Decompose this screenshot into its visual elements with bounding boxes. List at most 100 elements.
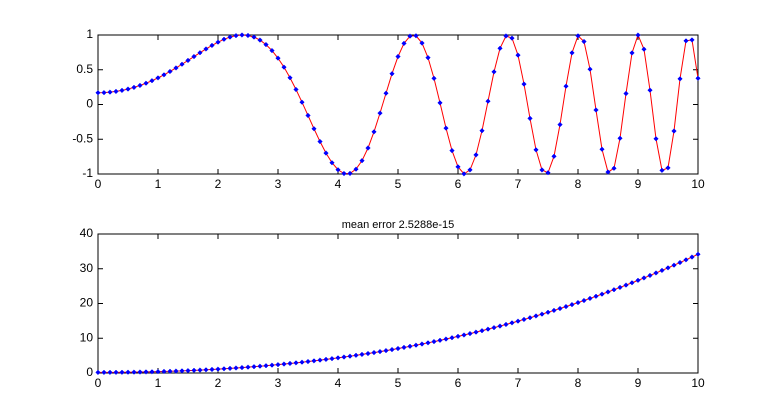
data-marker	[173, 65, 179, 71]
data-marker	[113, 88, 119, 95]
data-marker	[581, 38, 587, 45]
data-marker	[179, 61, 185, 67]
data-marker	[413, 33, 419, 39]
data-marker	[197, 367, 203, 373]
data-marker	[377, 110, 383, 116]
x-tick-label: 10	[691, 177, 705, 191]
axes-box	[97, 233, 699, 374]
y-tick-label: -1	[82, 166, 93, 180]
data-marker	[575, 33, 581, 39]
data-marker	[455, 333, 461, 340]
data-marker	[311, 358, 317, 364]
data-marker	[485, 98, 491, 104]
data-marker	[647, 87, 653, 93]
x-tick-label: 8	[575, 376, 582, 390]
data-marker	[401, 344, 407, 351]
data-marker	[665, 265, 671, 271]
data-marker	[449, 335, 455, 341]
data-marker	[521, 316, 527, 323]
data-marker	[113, 369, 119, 375]
data-marker	[359, 158, 365, 164]
data-marker	[233, 365, 239, 371]
data-marker	[347, 170, 353, 177]
data-marker	[263, 363, 269, 369]
y-tick-label: 0	[86, 97, 93, 111]
data-marker	[677, 259, 683, 266]
data-marker	[551, 153, 557, 160]
x-tick-label: 0	[95, 376, 102, 390]
data-marker	[677, 76, 683, 82]
data-marker	[611, 165, 617, 171]
x-tick-label: 2	[215, 376, 222, 390]
data-marker	[515, 52, 521, 58]
data-marker	[257, 363, 263, 369]
data-marker	[491, 324, 497, 331]
y-tick-label: 10	[80, 330, 94, 344]
y-tick-label: 40	[80, 226, 94, 240]
data-marker	[425, 340, 431, 346]
data-marker	[125, 86, 131, 92]
data-marker	[575, 299, 581, 306]
data-marker	[167, 68, 173, 75]
data-marker	[443, 125, 449, 131]
data-marker	[647, 272, 653, 279]
data-marker	[389, 346, 395, 353]
data-marker	[557, 305, 563, 312]
data-marker	[191, 367, 197, 374]
x-tick-label: 10	[691, 376, 705, 390]
data-marker	[617, 135, 623, 141]
data-marker	[185, 367, 191, 374]
data-marker	[401, 40, 407, 47]
data-marker	[317, 138, 323, 145]
data-marker	[275, 55, 281, 61]
x-tick-label: 7	[515, 177, 522, 191]
data-marker	[587, 295, 593, 302]
data-marker	[329, 355, 335, 362]
data-marker	[539, 167, 545, 173]
data-marker	[479, 328, 485, 334]
data-marker	[137, 82, 143, 89]
data-marker	[299, 99, 305, 105]
data-marker	[371, 349, 377, 356]
data-marker	[323, 356, 329, 363]
x-tick-label: 6	[455, 376, 462, 390]
x-tick-label: 9	[635, 376, 642, 390]
data-marker	[683, 38, 689, 44]
data-marker	[341, 354, 347, 360]
data-marker	[461, 332, 467, 338]
data-marker	[515, 318, 521, 324]
data-marker	[341, 170, 347, 177]
data-marker	[605, 169, 611, 175]
data-marker	[335, 355, 341, 361]
data-marker	[473, 329, 479, 335]
data-marker	[527, 315, 533, 321]
data-marker	[479, 128, 485, 134]
data-marker	[569, 50, 575, 56]
data-marker	[665, 165, 671, 171]
data-marker	[221, 366, 227, 372]
data-marker	[593, 293, 599, 299]
data-marker	[299, 359, 305, 365]
data-marker	[101, 369, 107, 376]
data-marker	[107, 369, 113, 376]
data-marker	[215, 366, 221, 372]
data-marker	[203, 367, 209, 373]
data-marker	[155, 75, 161, 81]
data-marker	[509, 320, 515, 326]
data-marker	[545, 170, 551, 176]
data-marker	[383, 90, 389, 96]
data-marker	[161, 368, 167, 375]
x-tick-label: 5	[395, 177, 402, 191]
data-marker	[281, 361, 287, 367]
data-marker	[227, 34, 233, 40]
data-marker	[491, 69, 497, 75]
data-marker	[395, 345, 401, 352]
data-marker	[143, 369, 149, 375]
data-marker	[179, 368, 185, 374]
data-marker	[593, 107, 599, 113]
data-marker	[155, 368, 161, 375]
x-tick-label: 2	[215, 177, 222, 191]
y-tick-label: 20	[80, 296, 94, 310]
data-marker	[161, 72, 167, 78]
data-marker	[365, 145, 371, 151]
